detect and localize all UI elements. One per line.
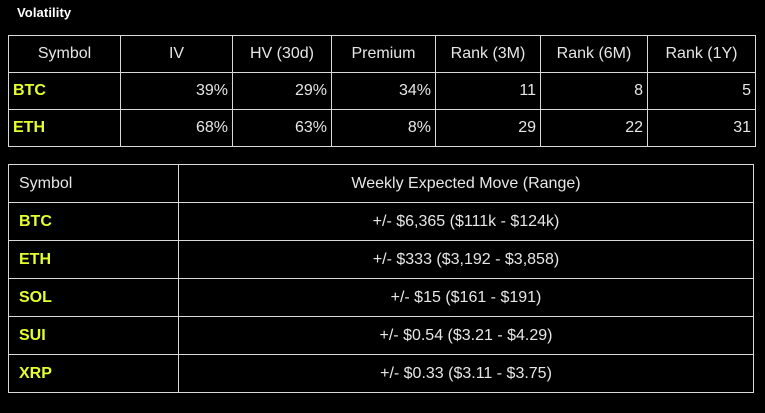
iv-cell: 39% [120, 72, 233, 110]
page-title: Volatility [17, 5, 72, 20]
column-header-expected-move: Weekly Expected Move (Range) [178, 164, 754, 203]
symbol-cell: SOL [8, 278, 179, 317]
expected-move-cell: +/- $15 ($161 - $191) [178, 278, 754, 317]
expected-move-cell: +/- $6,365 ($111k - $124k) [178, 202, 754, 241]
rank-3m-cell: 11 [435, 72, 541, 110]
column-header-rank-3m: Rank (3M) [435, 35, 541, 73]
hv30-cell: 29% [232, 72, 332, 110]
table-row: ETH 68% 63% 8% 29 22 31 [8, 109, 756, 147]
iv-cell: 68% [120, 109, 233, 147]
column-header-rank-1y: Rank (1Y) [647, 35, 756, 73]
symbol-cell: XRP [8, 354, 179, 393]
premium-cell: 8% [331, 109, 436, 147]
expected-move-cell: +/- $0.33 ($3.11 - $3.75) [178, 354, 754, 393]
premium-cell: 34% [331, 72, 436, 110]
hv30-cell: 63% [232, 109, 332, 147]
symbol-cell: ETH [8, 109, 121, 147]
column-header-hv30: HV (30d) [232, 35, 332, 73]
column-header-symbol: Symbol [8, 35, 121, 73]
table-row: ETH +/- $333 ($3,192 - $3,858) [8, 240, 754, 279]
column-header-rank-6m: Rank (6M) [540, 35, 648, 73]
table-row: SUI +/- $0.54 ($3.21 - $4.29) [8, 316, 754, 355]
expected-move-table: Symbol Weekly Expected Move (Range) BTC … [8, 164, 754, 393]
column-header-symbol: Symbol [8, 164, 179, 203]
table-row: SOL +/- $15 ($161 - $191) [8, 278, 754, 317]
expected-move-cell: +/- $333 ($3,192 - $3,858) [178, 240, 754, 279]
table-header-row: Symbol IV HV (30d) Premium Rank (3M) Ran… [8, 35, 756, 73]
column-header-premium: Premium [331, 35, 436, 73]
table-header-row: Symbol Weekly Expected Move (Range) [8, 164, 754, 203]
rank-6m-cell: 22 [540, 109, 648, 147]
symbol-cell: BTC [8, 72, 121, 110]
column-header-iv: IV [120, 35, 233, 73]
rank-1y-cell: 31 [647, 109, 756, 147]
rank-6m-cell: 8 [540, 72, 648, 110]
rank-1y-cell: 5 [647, 72, 756, 110]
symbol-cell: ETH [8, 240, 179, 279]
volatility-table: Symbol IV HV (30d) Premium Rank (3M) Ran… [8, 35, 756, 147]
rank-3m-cell: 29 [435, 109, 541, 147]
symbol-cell: BTC [8, 202, 179, 241]
table-row: XRP +/- $0.33 ($3.11 - $3.75) [8, 354, 754, 393]
table-row: BTC +/- $6,365 ($111k - $124k) [8, 202, 754, 241]
symbol-cell: SUI [8, 316, 179, 355]
table-row: BTC 39% 29% 34% 11 8 5 [8, 72, 756, 110]
expected-move-cell: +/- $0.54 ($3.21 - $4.29) [178, 316, 754, 355]
